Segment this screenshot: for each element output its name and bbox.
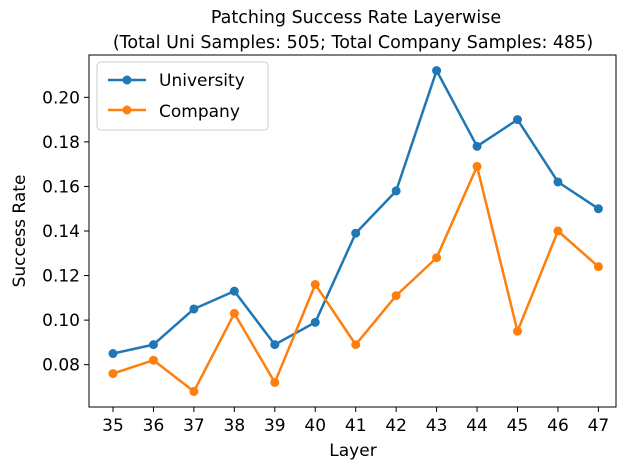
data-point-university <box>513 115 522 125</box>
data-point-university <box>593 204 603 214</box>
data-point-university <box>472 141 482 151</box>
y-tick-label: 0.08 <box>42 356 80 376</box>
y-axis-label: Success Rate <box>10 175 30 288</box>
legend-marker-company <box>122 105 132 115</box>
data-point-company <box>270 377 280 387</box>
data-point-company <box>472 161 482 171</box>
x-tick-label: 44 <box>466 416 488 436</box>
data-point-company <box>351 340 361 350</box>
data-point-university <box>391 186 401 196</box>
data-point-company <box>310 279 320 289</box>
legend: University Company <box>96 61 269 131</box>
x-tick-label: 38 <box>224 416 246 436</box>
series-line-company <box>112 165 600 393</box>
x-axis-label: Layer <box>329 441 376 461</box>
chart-title: Patching Success Rate Layerwise <box>211 8 501 28</box>
data-point-company <box>391 291 401 301</box>
legend-label-company: Company <box>159 102 240 122</box>
x-tick-label: 36 <box>143 416 165 436</box>
y-tick-label: 0.10 <box>42 311 80 331</box>
x-tick-label: 47 <box>588 416 610 436</box>
data-point-university <box>108 349 118 359</box>
data-point-company <box>553 226 563 236</box>
data-point-company <box>593 262 603 272</box>
data-point-university <box>553 177 563 187</box>
data-point-university <box>148 340 158 350</box>
plot-area <box>108 66 603 396</box>
data-point-company <box>229 308 239 318</box>
legend-marker-university <box>122 75 132 85</box>
legend-label-university: University <box>159 71 245 91</box>
data-point-university <box>432 66 442 76</box>
x-tick-label: 39 <box>264 416 286 436</box>
y-tick-label: 0.16 <box>42 177 80 197</box>
x-tick-label: 37 <box>183 416 205 436</box>
y-tick-label: 0.14 <box>42 222 80 242</box>
data-point-company <box>513 326 522 336</box>
data-point-university <box>310 317 320 327</box>
data-point-university <box>229 286 239 296</box>
data-point-university <box>270 340 280 350</box>
y-tick-label: 0.18 <box>42 133 80 153</box>
y-tick-label: 0.20 <box>42 88 80 108</box>
x-tick-label: 46 <box>547 416 569 436</box>
x-tick-label: 43 <box>426 416 448 436</box>
data-point-company <box>148 355 158 365</box>
chart-subtitle: (Total Uni Samples: 505; Total Company S… <box>113 33 593 53</box>
y-tick-label: 0.12 <box>42 267 80 287</box>
x-tick-label: 35 <box>102 416 124 436</box>
data-point-company <box>189 386 199 396</box>
data-point-company <box>432 253 442 263</box>
x-tick-label: 41 <box>345 416 367 436</box>
data-point-university <box>351 228 361 238</box>
x-tick-label: 42 <box>385 416 407 436</box>
data-point-university <box>189 304 199 314</box>
x-tick-label: 40 <box>304 416 326 436</box>
x-tick-label: 45 <box>507 416 529 436</box>
data-point-company <box>108 369 118 379</box>
